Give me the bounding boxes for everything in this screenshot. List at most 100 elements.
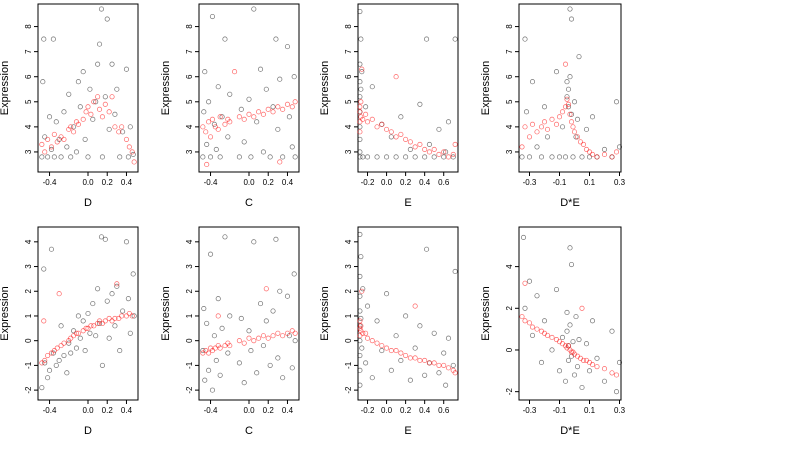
x-tick-label: 0.4: [282, 406, 294, 415]
data-point: [222, 121, 228, 127]
data-point: [556, 154, 563, 160]
data-point: [280, 154, 286, 160]
data-point: [246, 335, 252, 341]
data-point: [357, 104, 363, 110]
data-point: [270, 104, 276, 110]
data-point: [357, 149, 363, 155]
data-point: [571, 99, 578, 105]
data-point: [129, 313, 135, 319]
data-point: [534, 129, 540, 135]
x-tick-label: 0.4: [121, 406, 133, 415]
series-black: [39, 6, 136, 160]
data-point: [236, 338, 242, 344]
panel-2: -0.4 0.0 0.2 0.4 3 4 5 6 7 8 C Expression: [160, 3, 300, 209]
data-point: [200, 154, 206, 160]
data-point: [71, 328, 77, 334]
data-point: [556, 368, 563, 374]
data-point: [77, 104, 83, 110]
data-point: [374, 124, 380, 130]
data-point: [452, 36, 458, 42]
data-point: [452, 141, 458, 147]
data-point: [538, 359, 545, 366]
data-point: [589, 318, 596, 324]
data-point: [379, 343, 385, 349]
data-point: [56, 291, 62, 297]
data-point: [574, 116, 581, 122]
data-point: [280, 106, 286, 112]
data-point: [260, 149, 266, 155]
data-point: [360, 330, 366, 336]
data-point: [445, 365, 452, 371]
data-point: [83, 325, 89, 331]
data-point: [522, 124, 528, 130]
data-point: [217, 345, 223, 351]
data-point: [286, 114, 292, 120]
series-black: [200, 6, 298, 160]
data-point: [359, 288, 365, 294]
data-point: [379, 121, 385, 127]
series-red: [519, 61, 620, 160]
y-tick-label: 7: [24, 49, 33, 54]
data-point: [80, 69, 86, 75]
data-point: [403, 313, 409, 319]
panel-6: -0.4 0.0 0.2 0.4 -2 -1 0 1 2 3 4 C Expression: [160, 226, 300, 437]
data-point: [284, 101, 291, 107]
data-point: [58, 323, 64, 329]
data-point: [544, 126, 551, 132]
data-point: [215, 313, 221, 319]
data-point: [613, 372, 620, 378]
data-point: [273, 236, 279, 242]
data-point: [85, 154, 91, 160]
data-point: [567, 74, 573, 80]
data-point: [267, 154, 273, 160]
data-point: [562, 104, 569, 110]
data-point: [50, 350, 56, 356]
data-point: [431, 330, 437, 336]
y-axis-title: Expression: [0, 286, 11, 340]
data-point: [359, 69, 365, 75]
data-point: [445, 335, 452, 341]
data-point: [609, 328, 615, 334]
data-point: [251, 114, 257, 120]
data-point: [93, 333, 99, 339]
data-point: [73, 149, 80, 155]
y-tick-label: 4: [185, 239, 194, 244]
data-point: [601, 366, 608, 372]
data-point: [120, 308, 126, 314]
data-point: [207, 154, 214, 160]
y-tick-label: 4: [185, 124, 194, 129]
data-point: [203, 348, 209, 354]
series-red: [519, 280, 620, 378]
data-point: [116, 315, 122, 321]
data-point: [71, 333, 77, 339]
data-point: [412, 154, 418, 160]
data-point: [200, 348, 206, 354]
data-point: [601, 146, 608, 152]
data-point: [564, 94, 570, 100]
data-point: [388, 129, 394, 135]
data-point: [68, 154, 74, 160]
y-tick-label: 4: [344, 124, 353, 129]
data-point: [54, 345, 60, 351]
data-point: [114, 283, 120, 289]
data-point: [215, 126, 221, 132]
data-point: [452, 268, 458, 275]
data-point: [71, 124, 77, 130]
x-tick-label: 0.4: [121, 178, 133, 187]
data-point: [201, 306, 207, 312]
data-point: [64, 144, 70, 150]
data-point: [120, 129, 126, 135]
data-point: [544, 332, 551, 338]
data-point: [357, 325, 363, 331]
data-point: [450, 151, 456, 157]
data-point: [369, 375, 375, 381]
data-point: [284, 330, 291, 336]
x-tick-label: 0.4: [282, 178, 294, 187]
y-tick-label: 8: [344, 24, 353, 29]
data-point: [289, 365, 295, 371]
data-point: [422, 372, 428, 378]
data-point: [570, 124, 576, 130]
data-point: [549, 334, 555, 341]
data-point: [217, 372, 223, 378]
